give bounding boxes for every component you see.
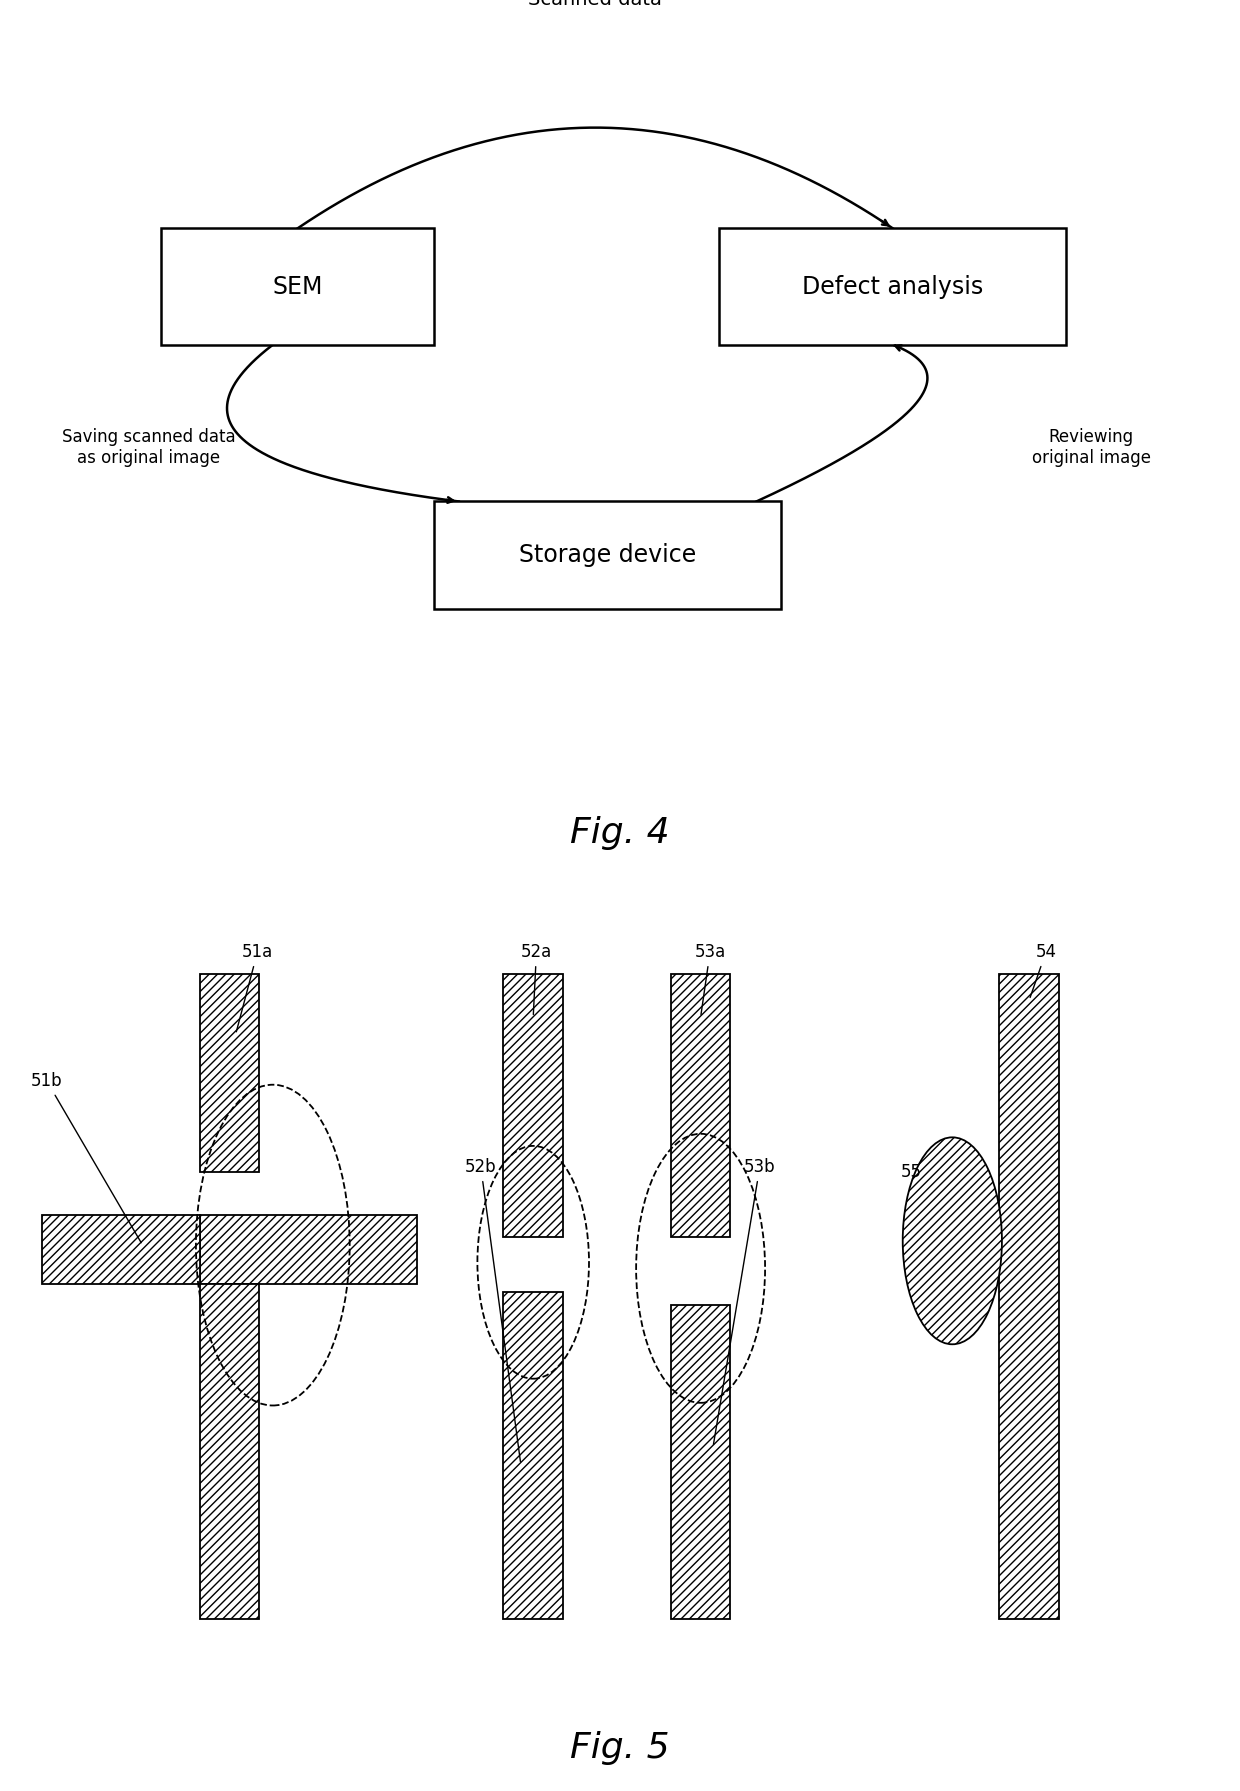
Text: SEM: SEM <box>273 274 322 299</box>
Ellipse shape <box>903 1137 1002 1345</box>
Text: Fig. 5: Fig. 5 <box>570 1732 670 1764</box>
Text: 51b: 51b <box>31 1073 141 1243</box>
Text: 53a: 53a <box>694 944 725 1014</box>
Bar <box>200 974 259 1171</box>
Text: Fig. 4: Fig. 4 <box>570 817 670 849</box>
Bar <box>503 974 563 1236</box>
Text: 51a: 51a <box>237 944 273 1032</box>
Bar <box>719 227 1066 344</box>
Text: 52b: 52b <box>465 1159 521 1461</box>
Text: Storage device: Storage device <box>520 543 696 568</box>
Text: 54: 54 <box>1030 944 1056 998</box>
Bar <box>200 1214 417 1284</box>
Bar <box>503 1293 563 1619</box>
Text: 52a: 52a <box>521 944 552 1014</box>
Text: Saving scanned data
as original image: Saving scanned data as original image <box>62 428 236 467</box>
Text: 55: 55 <box>901 1162 921 1180</box>
Bar <box>42 1214 200 1284</box>
Bar <box>161 227 434 344</box>
Text: 53b: 53b <box>713 1159 776 1444</box>
Text: Defect analysis: Defect analysis <box>802 274 983 299</box>
Bar <box>671 1306 730 1619</box>
Bar <box>200 1284 259 1619</box>
Bar <box>671 974 730 1236</box>
Bar <box>434 501 781 609</box>
Text: Scanned data: Scanned data <box>528 0 662 9</box>
Text: Reviewing
original image: Reviewing original image <box>1032 428 1151 467</box>
Bar <box>999 974 1059 1619</box>
